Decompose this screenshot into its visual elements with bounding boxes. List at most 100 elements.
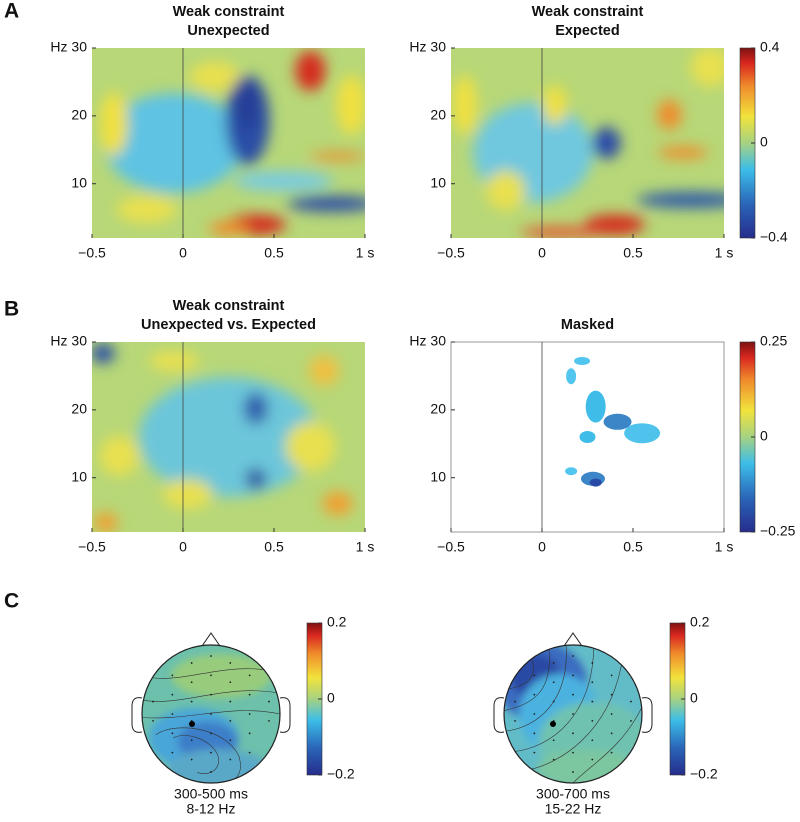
- panel-label: B: [4, 298, 19, 321]
- contour-line: [172, 735, 219, 774]
- texture-blob: [189, 61, 240, 92]
- texture-blob: [243, 392, 268, 425]
- electrode: [190, 700, 193, 703]
- texture-blob: [542, 85, 567, 125]
- chart-title: Unexpected vs. Expected: [141, 317, 316, 333]
- texture-blob: [116, 195, 177, 224]
- caption: 300-700 ms: [536, 786, 610, 802]
- electrode: [572, 713, 574, 715]
- electrode: [591, 662, 594, 664]
- mask-patch: [624, 423, 661, 444]
- texture-blob: [233, 171, 334, 191]
- x-tick-label: −0.5: [78, 245, 106, 261]
- electrode: [229, 720, 232, 722]
- colorbar-tick-label: −0.25: [760, 523, 796, 539]
- electrode: [552, 681, 555, 684]
- electrode: [610, 751, 613, 754]
- texture: [92, 343, 353, 532]
- electrode: [229, 739, 232, 742]
- colorbar-tick-label: 0.2: [690, 614, 710, 630]
- electrode: [190, 662, 193, 664]
- electrode: [552, 700, 555, 703]
- electrode: [533, 751, 536, 754]
- contour-line: [504, 648, 550, 711]
- electrode: [572, 655, 574, 657]
- texture-blob: [657, 99, 682, 130]
- texture-blob: [245, 468, 266, 489]
- chart-title: Weak constraint: [173, 298, 285, 314]
- electrode: [610, 713, 613, 715]
- electrode: [248, 693, 251, 696]
- electrode: [229, 662, 232, 664]
- electrode: [210, 751, 212, 754]
- texture: [504, 645, 642, 783]
- electrode: [171, 732, 174, 735]
- electrode: [171, 693, 174, 696]
- texture-blob: [138, 377, 319, 497]
- caption: 15-22 Hz: [545, 801, 602, 817]
- electrode: [248, 732, 251, 735]
- electrode: [210, 655, 212, 657]
- colorbar-tick-label: 0: [690, 690, 698, 706]
- electrode: [190, 758, 193, 761]
- texture-blob: [536, 749, 637, 783]
- electrode: [210, 713, 212, 715]
- electrode: [152, 720, 154, 722]
- colorbar-tick-label: 0: [327, 690, 335, 706]
- colorbar-tick-label: −0.4: [760, 229, 788, 245]
- caption: 8-12 Hz: [186, 801, 235, 817]
- x-tick-label: 0.5: [264, 539, 284, 555]
- y-tick-label: 20: [430, 401, 446, 417]
- x-tick-label: 0: [179, 245, 187, 261]
- x-tick-label: 1 s: [356, 245, 375, 261]
- mask-patch: [574, 357, 591, 365]
- electrode: [210, 771, 212, 773]
- electrode: [572, 693, 574, 696]
- x-tick-label: −0.5: [437, 539, 465, 555]
- contour-line: [572, 706, 642, 783]
- mask-patch: [566, 368, 577, 385]
- ear: [279, 697, 291, 733]
- head-outline: [141, 644, 281, 784]
- electrode: [552, 758, 555, 761]
- electrode: [533, 674, 536, 677]
- chart-title: Masked: [561, 317, 614, 333]
- texture-blob: [584, 214, 645, 235]
- electrode: [572, 674, 574, 677]
- x-tick-label: −0.5: [78, 539, 106, 555]
- texture-blob: [285, 421, 336, 472]
- colorbar-tick-label: 0: [760, 428, 768, 444]
- map: [92, 342, 365, 532]
- electrode: [268, 720, 270, 722]
- electrode: [229, 681, 232, 684]
- x-tick-label: 0: [538, 245, 546, 261]
- texture-blob: [520, 227, 601, 238]
- texture-blob: [309, 355, 340, 386]
- texture-blob: [92, 343, 115, 364]
- electrode: [268, 700, 270, 703]
- texture-blob: [99, 92, 128, 156]
- y-tick-label: 20: [71, 401, 87, 417]
- chart-title: Unexpected: [187, 23, 269, 39]
- electrode: [591, 681, 594, 684]
- panel-label: C: [4, 590, 19, 613]
- x-tick-label: −0.5: [437, 245, 465, 261]
- texture-blob: [636, 192, 724, 208]
- nose: [563, 632, 583, 647]
- map: [92, 48, 365, 238]
- electrode: [514, 700, 516, 703]
- texture: [99, 50, 365, 236]
- electrode: [572, 771, 574, 773]
- electrode: [591, 720, 594, 722]
- nose: [201, 632, 221, 647]
- ear: [641, 697, 653, 733]
- highlight-electrode: [550, 721, 556, 727]
- x-tick-label: 0.5: [623, 245, 643, 261]
- colorbar-tick-label: 0.4: [760, 39, 780, 55]
- highlight-electrode: [189, 721, 195, 727]
- electrode: [190, 739, 193, 742]
- contour-line: [531, 665, 622, 770]
- texture-blob: [287, 195, 365, 212]
- electrode: [171, 674, 174, 677]
